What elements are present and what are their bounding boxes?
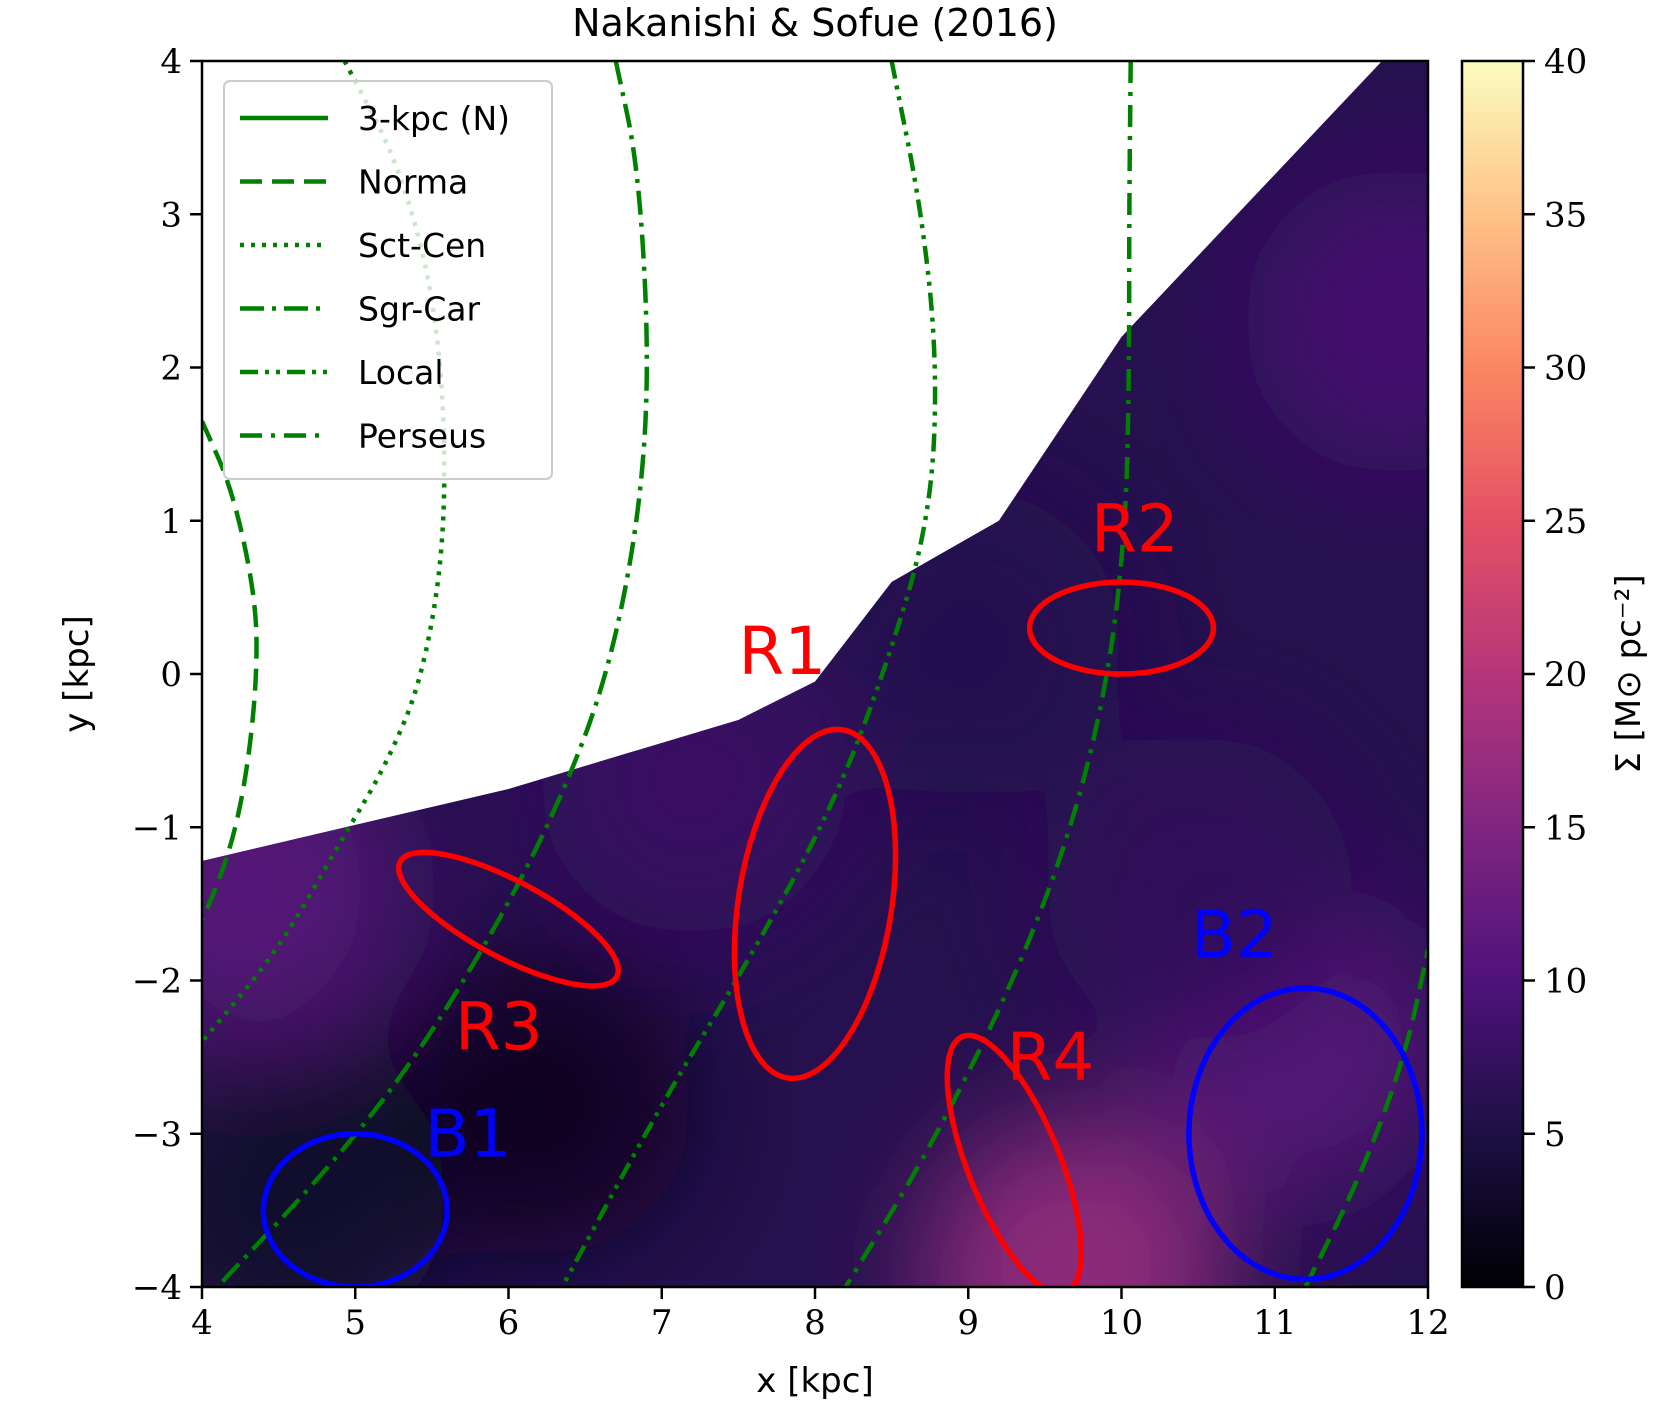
region-r3-ellipse bbox=[396, 849, 621, 989]
region-b2-ellipse bbox=[1186, 985, 1425, 1283]
x-axis-label: x [kpc] bbox=[756, 1361, 873, 1401]
density-feature bbox=[815, 490, 1122, 797]
density-feature bbox=[1044, 735, 1352, 1042]
colorbar-tick-label: 40 bbox=[1544, 42, 1587, 82]
y-tick-label: 1 bbox=[160, 502, 182, 542]
legend-label: Sgr-Car bbox=[358, 290, 481, 329]
region-r2-ellipse bbox=[1026, 579, 1217, 677]
spiral-arms bbox=[202, 61, 1428, 1287]
y-tick-label: −3 bbox=[132, 1115, 182, 1155]
legend-label: Local bbox=[358, 353, 444, 392]
legend-label: 3-kpc (N) bbox=[358, 99, 510, 138]
colorbar-tick-label: 10 bbox=[1544, 962, 1587, 1002]
colorbar: 0 5 10 15 20 25 30 35 40 Σ [M⊙ pc⁻²] bbox=[1460, 42, 1649, 1308]
region-r1-label: R1 bbox=[738, 613, 826, 690]
spiral-arm-arm-6 bbox=[1303, 949, 1428, 1287]
density-feature bbox=[202, 1041, 448, 1287]
region-r1-ellipse bbox=[731, 726, 899, 1082]
colorbar-fill bbox=[1462, 61, 1523, 1287]
region-b1-ellipse bbox=[260, 1131, 450, 1287]
y-tick-label: 2 bbox=[160, 349, 182, 389]
region-b1-label: B1 bbox=[424, 1096, 511, 1173]
x-tick-label: 12 bbox=[1406, 1303, 1449, 1343]
x-tick-label: 10 bbox=[1100, 1303, 1143, 1343]
region-r2-label: R2 bbox=[1091, 490, 1179, 567]
legend-label: Perseus bbox=[358, 417, 486, 456]
region-r4-ellipse bbox=[944, 1032, 1084, 1287]
region-r4-label: R4 bbox=[1007, 1019, 1095, 1096]
y-tick-label: −4 bbox=[132, 1268, 182, 1308]
colorbar-label: Σ [M⊙ pc⁻²] bbox=[1609, 574, 1649, 773]
x-tick-label: 5 bbox=[344, 1303, 366, 1343]
density-feature bbox=[385, 949, 693, 1257]
spiral-arm-norma bbox=[202, 420, 259, 921]
colorbar-ticks: 0 5 10 15 20 25 30 35 40 bbox=[1523, 42, 1587, 1308]
y-axis-label: y [kpc] bbox=[57, 615, 97, 732]
colorbar-tick-label: 0 bbox=[1544, 1268, 1566, 1308]
y-axis: −4 −3 −2 −1 0 1 2 3 4 bbox=[132, 42, 202, 1308]
y-tick-label: 3 bbox=[160, 195, 182, 235]
chart-title: Nakanishi & Sofue (2016) bbox=[572, 1, 1058, 45]
y-tick-label: −1 bbox=[132, 808, 182, 848]
x-tick-label: 7 bbox=[651, 1303, 673, 1343]
x-tick-label: 4 bbox=[191, 1303, 213, 1343]
colorbar-tick-label: 25 bbox=[1544, 502, 1587, 542]
x-axis: 4 5 6 7 8 9 10 11 12 bbox=[191, 1287, 1450, 1343]
x-tick-label: 8 bbox=[804, 1303, 826, 1343]
density-feature bbox=[1244, 168, 1428, 475]
density-feature bbox=[922, 1118, 1229, 1287]
y-tick-label: 0 bbox=[160, 655, 182, 695]
y-tick-label: −2 bbox=[132, 962, 182, 1002]
spiral-arm-sgr-car bbox=[215, 61, 650, 1287]
legend-label: Sct-Cen bbox=[358, 226, 486, 265]
colorbar-tick-label: 20 bbox=[1544, 655, 1587, 695]
x-tick-label: 11 bbox=[1253, 1303, 1296, 1343]
y-tick-label: 4 bbox=[160, 42, 182, 82]
colorbar-tick-label: 5 bbox=[1544, 1115, 1566, 1155]
x-tick-label: 9 bbox=[957, 1303, 979, 1343]
legend: 3-kpc (N) Norma Sct-Cen Sgr-Car Local Perseus bbox=[223, 80, 553, 480]
colorbar-tick-label: 35 bbox=[1544, 195, 1587, 235]
colorbar-tick-label: 15 bbox=[1544, 808, 1587, 848]
colorbar-tick-label: 30 bbox=[1544, 349, 1587, 389]
x-tick-label: 6 bbox=[498, 1303, 520, 1343]
region-r3-label: R3 bbox=[455, 988, 543, 1065]
legend-label: Norma bbox=[358, 163, 468, 202]
region-b2-label: B2 bbox=[1190, 897, 1277, 974]
region-outlines bbox=[260, 579, 1425, 1287]
spiral-arm-local bbox=[560, 61, 938, 1287]
